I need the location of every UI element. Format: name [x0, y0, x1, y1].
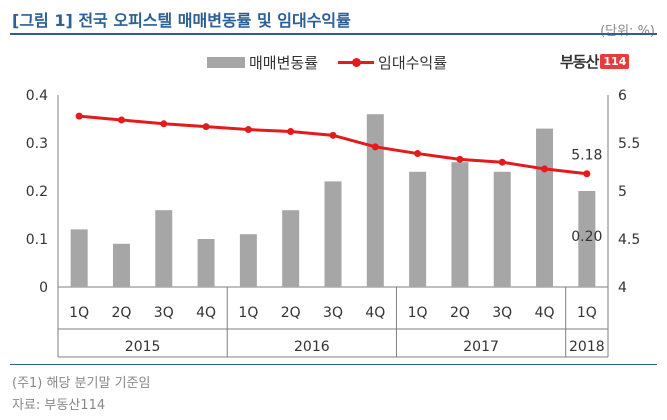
bar — [536, 128, 554, 287]
right-tick-label: 4 — [618, 280, 627, 296]
year-label: 2018 — [569, 339, 605, 355]
line-point — [329, 131, 337, 139]
bar — [282, 210, 300, 287]
brand-number: 114 — [600, 53, 630, 69]
legend-bar-swatch — [207, 57, 245, 68]
bar — [197, 239, 215, 287]
x-tick-label: 4Q — [535, 305, 555, 321]
bar — [578, 191, 596, 287]
left-tick-label: 0.1 — [26, 232, 48, 248]
left-tick-label: 0.2 — [26, 184, 48, 200]
right-tick-label: 4.5 — [618, 232, 640, 248]
x-tick-label: 1Q — [69, 305, 89, 321]
bar-data-label: 0.20 — [571, 229, 602, 245]
bar — [324, 181, 342, 287]
line-data-label: 5.18 — [571, 148, 602, 164]
brand-logo: 부동산 114 — [560, 51, 630, 71]
x-tick-label: 2Q — [111, 305, 131, 321]
line-point — [414, 150, 422, 158]
legend-line-label: 임대수익률 — [378, 54, 448, 72]
line-point — [498, 158, 506, 166]
right-tick-label: 5.5 — [618, 136, 640, 152]
bar — [366, 114, 384, 287]
x-tick-label: 3Q — [492, 305, 512, 321]
line-point — [160, 120, 168, 128]
line-point — [75, 112, 83, 120]
line-series — [79, 114, 588, 176]
right-tick-label: 5 — [618, 184, 627, 200]
left-tick-label: 0 — [39, 280, 48, 296]
chart-title: [그림 1] 전국 오피스텔 매매변동률 및 임대수익률 — [12, 11, 351, 30]
footnote: (주1) 해당 분기말 기준임 — [12, 376, 151, 391]
left-tick-label: 0.3 — [26, 136, 48, 152]
legend-bar-label: 매매변동률 — [249, 54, 319, 72]
x-tick-label: 4Q — [365, 305, 385, 321]
x-tick-label: 1Q — [408, 305, 428, 321]
line-point — [244, 126, 252, 134]
year-label: 2017 — [463, 339, 499, 355]
x-tick-label: 4Q — [196, 305, 216, 321]
bar — [409, 171, 427, 287]
source-note: 자료: 부동산114 — [12, 398, 106, 413]
bar — [155, 210, 173, 287]
left-tick-label: 0.4 — [26, 88, 48, 104]
x-tick-label: 2Q — [281, 305, 301, 321]
chart-bottom-divider — [10, 364, 657, 365]
year-label: 2016 — [294, 339, 330, 355]
x-tick-label: 1Q — [577, 305, 597, 321]
right-tick-label: 6 — [618, 88, 627, 104]
legend: 매매변동률 임대수익률 — [207, 52, 447, 73]
title-divider — [10, 33, 657, 35]
line-point — [287, 127, 295, 135]
line-point — [202, 123, 210, 131]
x-tick-label: 1Q — [238, 305, 258, 321]
line-point — [583, 170, 591, 178]
brand-name: 부동산 — [560, 52, 599, 71]
legend-line-swatch — [338, 58, 375, 67]
x-tick-label: 3Q — [154, 305, 174, 321]
bar — [451, 162, 469, 287]
line-point — [541, 165, 549, 173]
line-point — [371, 143, 379, 151]
year-label: 2015 — [125, 339, 161, 355]
bar — [239, 234, 257, 287]
unit-label: (단위: %) — [600, 24, 655, 39]
bar — [493, 171, 511, 287]
bar — [70, 229, 88, 287]
line-point — [117, 116, 125, 124]
bar — [112, 243, 130, 287]
x-tick-label: 3Q — [323, 305, 343, 321]
x-tick-label: 2Q — [450, 305, 470, 321]
line-point — [456, 155, 464, 163]
